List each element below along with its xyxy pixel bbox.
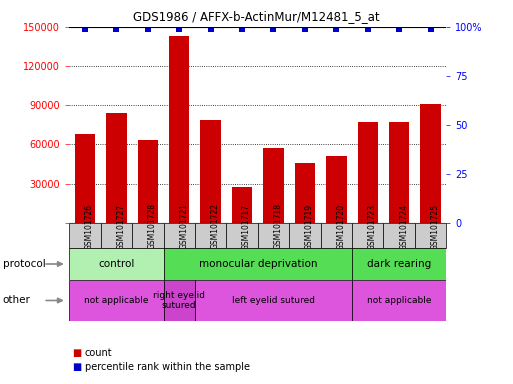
Point xyxy=(81,26,89,32)
Bar xyxy=(69,223,101,248)
Bar xyxy=(358,122,378,223)
Text: GSM101720: GSM101720 xyxy=(337,204,345,250)
Text: GSM101719: GSM101719 xyxy=(305,204,314,250)
Text: GSM101725: GSM101725 xyxy=(430,204,440,250)
Point xyxy=(175,26,183,32)
Bar xyxy=(137,141,158,223)
Point xyxy=(269,26,278,32)
Text: percentile rank within the sample: percentile rank within the sample xyxy=(85,362,250,372)
Point xyxy=(144,26,152,32)
Bar xyxy=(169,36,189,223)
Text: ■: ■ xyxy=(72,362,81,372)
Text: GSM101717: GSM101717 xyxy=(242,204,251,250)
Bar xyxy=(195,280,352,321)
Bar xyxy=(69,248,164,280)
Point xyxy=(332,26,341,32)
Bar xyxy=(101,223,132,248)
Bar xyxy=(352,248,446,280)
Point xyxy=(112,26,121,32)
Point xyxy=(207,26,215,32)
Bar xyxy=(195,223,226,248)
Bar xyxy=(389,122,409,223)
Point xyxy=(301,26,309,32)
Bar xyxy=(132,223,164,248)
Text: count: count xyxy=(85,348,112,358)
Bar xyxy=(258,223,289,248)
Text: GSM101721: GSM101721 xyxy=(179,204,188,250)
Bar xyxy=(263,148,284,223)
Text: right eyelid
sutured: right eyelid sutured xyxy=(153,291,205,310)
Bar xyxy=(164,280,195,321)
Text: left eyelid sutured: left eyelid sutured xyxy=(232,296,315,305)
Text: GSM101728: GSM101728 xyxy=(148,204,157,250)
Bar xyxy=(383,223,415,248)
Text: monocular deprivation: monocular deprivation xyxy=(199,259,317,269)
Text: GSM101726: GSM101726 xyxy=(85,204,94,250)
Text: ■: ■ xyxy=(72,348,81,358)
Text: dark rearing: dark rearing xyxy=(367,259,431,269)
Text: GSM101722: GSM101722 xyxy=(211,204,220,250)
Point xyxy=(426,26,435,32)
Text: control: control xyxy=(98,259,134,269)
Bar xyxy=(69,280,164,321)
Text: GSM101723: GSM101723 xyxy=(368,204,377,250)
Bar xyxy=(226,223,258,248)
Bar xyxy=(420,104,441,223)
Bar xyxy=(232,187,252,223)
Text: protocol: protocol xyxy=(3,259,45,269)
Text: not applicable: not applicable xyxy=(367,296,431,305)
Bar xyxy=(164,248,352,280)
Bar xyxy=(75,134,95,223)
Point xyxy=(364,26,372,32)
Bar xyxy=(415,223,446,248)
Bar xyxy=(106,113,127,223)
Bar xyxy=(294,163,315,223)
Text: GSM101727: GSM101727 xyxy=(116,204,125,250)
Text: GDS1986 / AFFX-b-ActinMur/M12481_5_at: GDS1986 / AFFX-b-ActinMur/M12481_5_at xyxy=(133,10,380,23)
Text: GSM101718: GSM101718 xyxy=(273,204,283,250)
Point xyxy=(395,26,403,32)
Text: other: other xyxy=(3,295,30,306)
Point xyxy=(238,26,246,32)
Bar xyxy=(352,280,446,321)
Bar xyxy=(352,223,383,248)
Bar xyxy=(289,223,321,248)
Bar xyxy=(326,156,347,223)
Bar xyxy=(321,223,352,248)
Text: not applicable: not applicable xyxy=(84,296,149,305)
Bar xyxy=(164,223,195,248)
Bar xyxy=(201,119,221,223)
Text: GSM101724: GSM101724 xyxy=(399,204,408,250)
